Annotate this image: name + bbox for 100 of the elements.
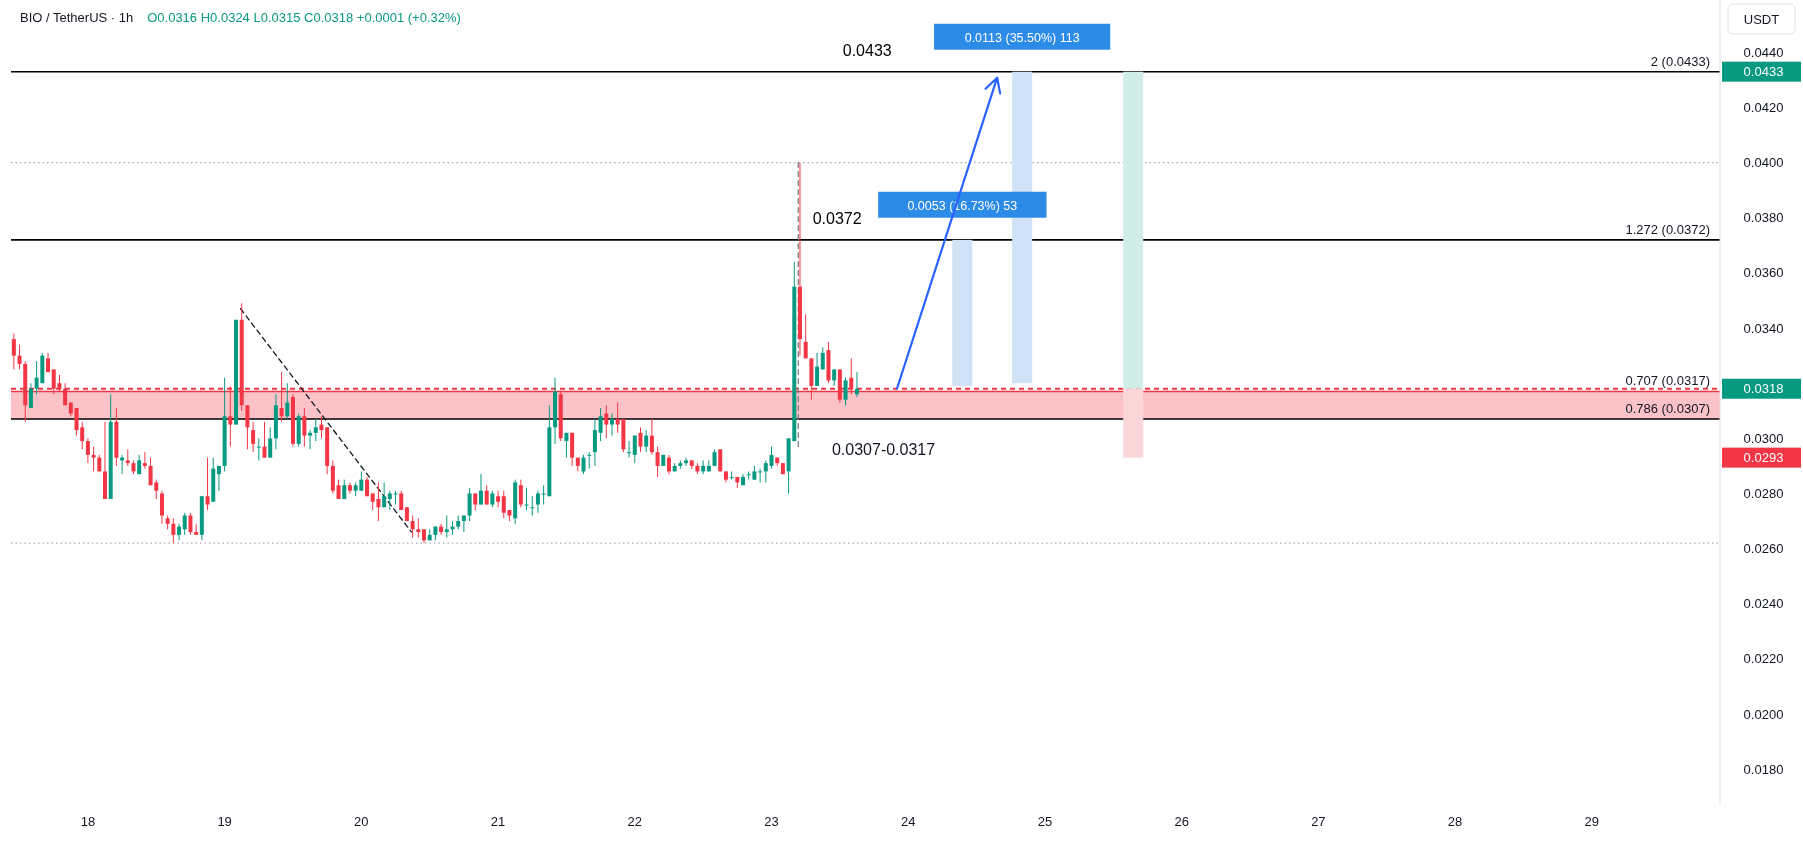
- band-label: 0.0307-0.0317: [831, 441, 936, 459]
- data-label: 0.0053 (16.73%) 53: [907, 198, 1018, 213]
- candlestick: [177, 523, 182, 541]
- candlestick: [467, 487, 472, 522]
- y-tick-label: 0.0293: [1743, 450, 1784, 466]
- y-tick-label: 0.0360: [1743, 265, 1784, 281]
- candlestick: [815, 352, 820, 387]
- candlestick: [319, 415, 324, 439]
- ref-line-label: 0.707 (0.0317): [1625, 373, 1710, 389]
- bar: [952, 239, 973, 386]
- candlestick: [627, 440, 632, 459]
- ref-line-label: 2 (0.0433): [1650, 53, 1710, 69]
- candlestick: [85, 437, 90, 464]
- candlestick: [535, 490, 540, 514]
- candlestick: [194, 523, 199, 536]
- x-tick-label: 18: [80, 814, 96, 829]
- candlestick: [17, 344, 22, 370]
- x-tick-label: 23: [764, 814, 779, 829]
- x-tick-label: 24: [900, 814, 916, 829]
- candlestick: [763, 459, 768, 483]
- candlestick: [171, 517, 176, 544]
- candlestick: [644, 429, 649, 453]
- y-tick-label: 0.0240: [1743, 596, 1784, 612]
- y-axis-title: USDT: [1743, 12, 1780, 27]
- candlestick: [28, 382, 33, 409]
- candlestick: [245, 404, 250, 450]
- candlestick: [159, 490, 164, 525]
- candlestick: [216, 465, 221, 492]
- bar: [1123, 71, 1144, 389]
- x-tick-label: 28: [1447, 814, 1463, 829]
- candlestick: [581, 454, 586, 475]
- y-tick-label: 0.0300: [1743, 430, 1784, 446]
- candlestick: [182, 512, 187, 536]
- y-tick-label: 0.0440: [1743, 44, 1784, 60]
- candlestick: [439, 523, 444, 536]
- candlestick: [843, 377, 848, 406]
- candlestick: [609, 413, 614, 437]
- x-tick-label: 20: [354, 814, 369, 829]
- candlestick: [592, 418, 597, 467]
- candlestick: [684, 457, 689, 467]
- candlestick: [262, 421, 267, 459]
- candlestick: [518, 479, 523, 508]
- candlestick: [11, 333, 16, 370]
- candlestick: [410, 515, 415, 539]
- annotation: 0.0433: [842, 41, 892, 59]
- candlestick: [393, 490, 398, 505]
- candlestick: [632, 435, 637, 464]
- text: BIO / TetherUS · 1h: [20, 10, 134, 25]
- x-tick-label: 26: [1174, 814, 1189, 829]
- candlestick: [649, 418, 654, 456]
- candlestick: [188, 512, 193, 536]
- candlestick: [205, 457, 210, 511]
- candlestick: [524, 487, 529, 511]
- candlestick: [701, 459, 706, 475]
- y-tick-label: 0.0260: [1743, 541, 1784, 557]
- candlestick: [758, 468, 763, 483]
- candlestick: [496, 490, 501, 508]
- candlestick: [666, 454, 671, 475]
- text: O0.0316 H0.0324 L0.0315 C0.0318 +0.0001 (+0.32%): [147, 10, 461, 25]
- candlestick: [251, 421, 256, 453]
- bar: [1123, 388, 1144, 458]
- x-tick-label: 29: [1584, 814, 1600, 829]
- candlestick: [803, 313, 808, 359]
- candlestick: [587, 451, 592, 470]
- candlestick: [342, 479, 347, 500]
- candlestick: [285, 382, 290, 420]
- y-tick-label: 0.0420: [1743, 100, 1784, 116]
- candlestick: [478, 473, 483, 505]
- candlestick: [382, 481, 387, 508]
- candlestick: [444, 515, 449, 539]
- y-tick-label: 0.0280: [1743, 485, 1784, 501]
- candlestick: [854, 371, 859, 398]
- candlestick: [530, 495, 535, 517]
- y-tick-label: 0.0318: [1743, 381, 1784, 397]
- x-tick-label: 27: [1311, 814, 1326, 829]
- y-tick-label: 0.0400: [1743, 155, 1784, 171]
- candlestick: [313, 418, 318, 442]
- candlestick: [655, 446, 660, 478]
- candlestick: [461, 515, 466, 533]
- ref-line-label: 0.786 (0.0307): [1625, 401, 1710, 417]
- candlestick: [142, 451, 147, 470]
- candlestick: [604, 404, 609, 439]
- candlestick: [308, 429, 313, 450]
- y-tick-label: 0.0180: [1743, 761, 1784, 777]
- candlestick: [256, 437, 261, 461]
- candlestick: [598, 407, 603, 442]
- candlestick: [638, 426, 643, 453]
- candlestick: [268, 426, 273, 459]
- candlestick: [416, 517, 421, 539]
- candlestick: [302, 407, 307, 448]
- y-tick-label: 0.0200: [1743, 706, 1784, 722]
- y-tick-label: 0.0340: [1743, 320, 1784, 336]
- y-tick-label: 0.0433: [1743, 64, 1784, 80]
- candlestick: [564, 432, 569, 459]
- candlestick: [347, 481, 352, 494]
- x-tick-label: 21: [490, 814, 506, 829]
- x-tick-label: 22: [627, 814, 643, 829]
- candlestick: [484, 484, 489, 505]
- y-tick-label: 0.0380: [1743, 210, 1784, 226]
- y-tick-label: 0.0220: [1743, 651, 1784, 667]
